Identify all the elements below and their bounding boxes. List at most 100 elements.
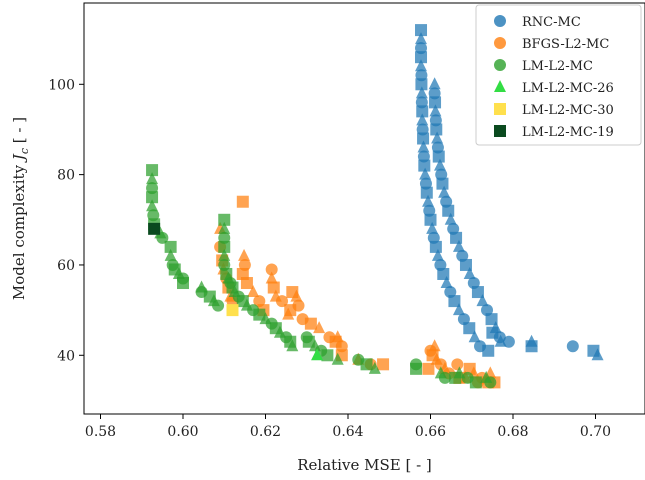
- data-point: [415, 42, 428, 55]
- data-point: [432, 150, 445, 163]
- data-point: [444, 212, 457, 225]
- data-point: [265, 271, 278, 284]
- plot-frame: [83, 2, 645, 415]
- data-point: [253, 295, 266, 308]
- series-lm-l2-mc-19: [148, 222, 161, 235]
- x-tick-label: 0.60: [167, 424, 198, 440]
- data-point: [448, 295, 461, 308]
- data-point: [164, 240, 177, 253]
- legend: RNC-MC BFGS-L2-MC LM-L2-MC LM-L2-MC-26 LM-L2…: [475, 4, 642, 146]
- data-point: [276, 295, 288, 308]
- data-point: [360, 358, 373, 371]
- data-point: [463, 322, 476, 335]
- legend-item: RNC-MC: [494, 15, 581, 30]
- y-tick-label: 40: [57, 348, 75, 364]
- data-point: [422, 362, 435, 375]
- data-point: [444, 286, 457, 299]
- x-tick-label: 0.64: [332, 424, 363, 440]
- data-point: [415, 96, 428, 109]
- data-point: [218, 240, 231, 253]
- legend-label: RNC-MC: [522, 15, 581, 30]
- y-axis-label-symbol: J: [10, 153, 28, 163]
- legend-label: LM-L2-MC-30: [522, 103, 614, 118]
- legend-item: LM-L2-MC-26: [494, 80, 614, 96]
- x-tick-label: 0.68: [497, 424, 528, 440]
- data-point: [282, 307, 295, 320]
- y-tick-label: 100: [48, 77, 75, 93]
- x-tick-label: 0.66: [415, 424, 446, 440]
- legend-label: BFGS-L2-MC: [522, 37, 609, 52]
- data-point: [218, 248, 231, 261]
- y-axis-label-subscript: c: [18, 148, 31, 154]
- data-point: [429, 104, 442, 117]
- data-point: [146, 191, 159, 204]
- data-point: [440, 195, 453, 208]
- data-point: [456, 249, 469, 262]
- y-tick-label: 80: [57, 168, 75, 184]
- data-point: [416, 113, 429, 126]
- legend-marker: [494, 59, 506, 71]
- y-axis-ticks: 40 60 80 100: [48, 77, 84, 364]
- data-point: [148, 222, 161, 235]
- data-point: [311, 348, 324, 361]
- data-point: [146, 199, 159, 212]
- data-point: [422, 194, 435, 207]
- data-point: [218, 231, 231, 244]
- plot-area-marks: [146, 24, 604, 389]
- data-point: [253, 308, 266, 321]
- data-point: [428, 77, 441, 90]
- y-axis-label: Model complexity Jc [ - ]: [10, 117, 31, 300]
- series-lm-l2-mc: [146, 164, 497, 389]
- data-point: [447, 222, 460, 235]
- data-point: [156, 231, 169, 244]
- data-point: [429, 96, 442, 109]
- data-point: [450, 231, 463, 244]
- data-point: [212, 299, 225, 312]
- legend-marker: [494, 125, 506, 137]
- data-point: [304, 317, 317, 330]
- data-point: [238, 258, 251, 271]
- data-point: [459, 258, 472, 271]
- data-point: [440, 276, 453, 289]
- data-point: [290, 289, 303, 302]
- data-point: [177, 277, 189, 290]
- data-point: [525, 334, 538, 347]
- data-point: [331, 352, 344, 365]
- data-point: [469, 376, 482, 389]
- data-point: [335, 340, 348, 353]
- data-point: [424, 213, 437, 226]
- data-point: [267, 281, 280, 294]
- legend-item: LM-L2-MC-19: [494, 125, 614, 140]
- data-point: [218, 213, 231, 226]
- data-point: [368, 361, 381, 374]
- data-point: [481, 304, 494, 317]
- data-point: [226, 304, 239, 317]
- data-point: [476, 294, 489, 307]
- legend-marker: [494, 80, 506, 92]
- x-axis-ticks: 0.58 0.60 0.62 0.64 0.66 0.68 0.70: [85, 414, 611, 440]
- legend-label: LM-L2-MC-26: [522, 81, 614, 96]
- data-point: [240, 277, 253, 290]
- data-point: [410, 362, 423, 375]
- data-point: [423, 204, 436, 217]
- data-point: [428, 87, 441, 100]
- data-point: [484, 376, 497, 389]
- data-point: [430, 123, 443, 136]
- y-axis-label-unit: [ - ]: [10, 117, 28, 148]
- data-point: [451, 358, 464, 371]
- data-point: [415, 78, 428, 91]
- series-lm-l2-mc-26: [311, 348, 324, 361]
- legend-label: LM-L2-MC: [522, 59, 593, 74]
- data-point: [415, 59, 428, 72]
- data-point: [468, 330, 481, 343]
- y-tick-label: 60: [57, 258, 75, 274]
- data-point: [591, 348, 604, 361]
- data-point: [236, 195, 249, 208]
- data-point: [429, 240, 442, 253]
- data-point: [417, 140, 430, 153]
- legend-marker: [494, 15, 506, 27]
- data-point: [452, 303, 465, 316]
- data-point: [416, 105, 429, 118]
- data-point: [218, 258, 231, 271]
- data-point: [485, 313, 498, 326]
